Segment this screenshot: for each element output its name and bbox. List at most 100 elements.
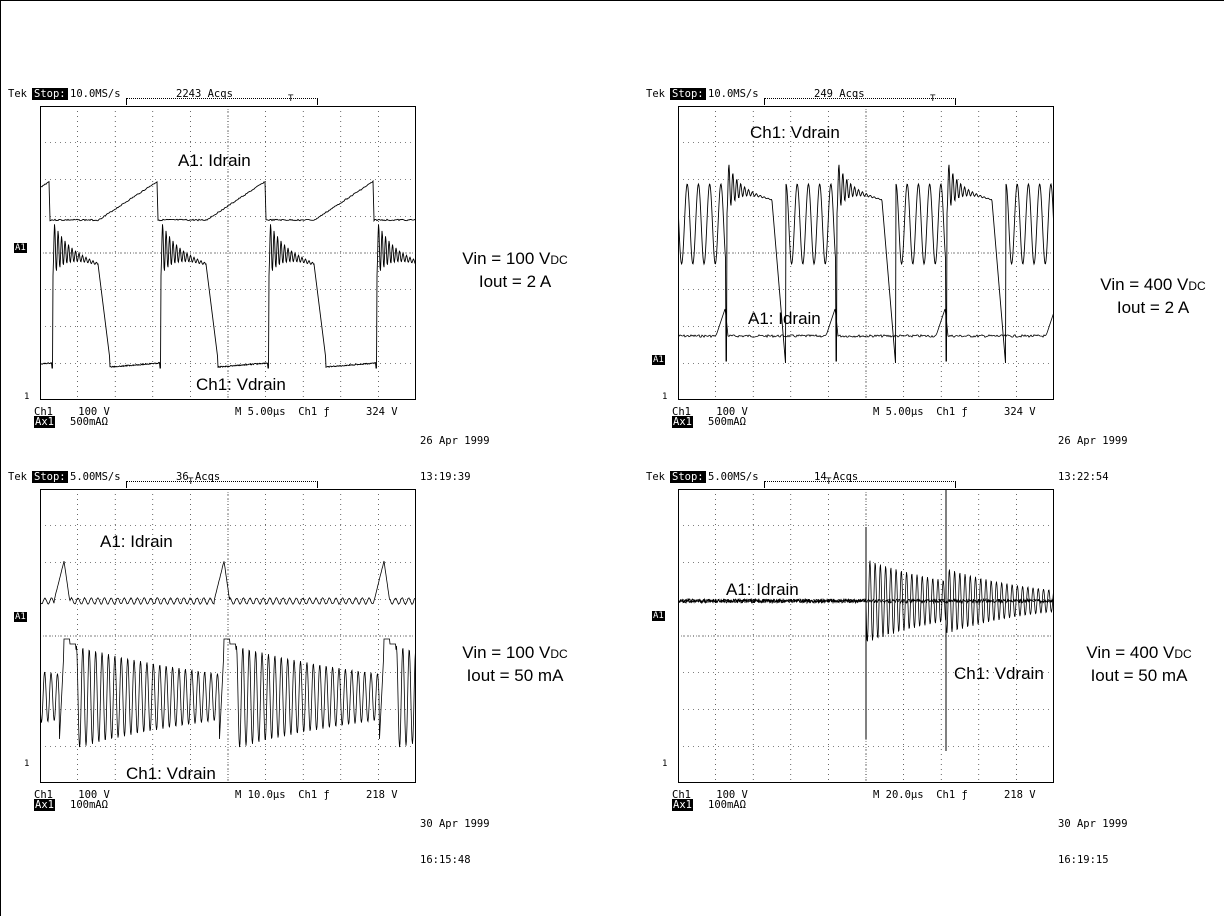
timebase: M 5.00µs Ch1 ƒ <box>873 406 968 418</box>
scope-display: A1: Idrain Ch1: Vdrain <box>678 489 1054 783</box>
trigger-position-marker: T <box>826 476 832 486</box>
timestamp: 26 Apr 1999 13:19:39 <box>420 411 490 507</box>
capture-time: 13:22:54 <box>1058 471 1109 483</box>
a1-reference-marker: A1 <box>652 355 665 365</box>
trigger-level: 218 V <box>366 789 398 801</box>
sample-rate: 10.0MS/s <box>708 88 759 100</box>
acquisition-count: 14 Acqs <box>814 471 859 483</box>
vin-unit: DC <box>550 253 568 267</box>
scope-header: Tek Stop: 10.0MS/s 249 Acqs <box>646 88 865 102</box>
ch1-trace-label: Ch1: Vdrain <box>750 123 840 142</box>
vin-unit: DC <box>550 647 568 661</box>
acquisition-count: 249 Acqs <box>814 88 865 100</box>
scope-display: Ch1: Vdrain A1: Idrain <box>678 106 1054 400</box>
brand-label: Tek <box>646 88 665 100</box>
ax1-scale: 500mAΩ <box>708 416 746 428</box>
graticule-grid <box>678 106 1054 400</box>
ax1-badge: Ax1 <box>672 799 693 811</box>
a1-reference-marker: A1 <box>14 612 27 622</box>
trigger-position-marker: T <box>188 476 194 486</box>
acquisition-count: 36 Acqs <box>176 471 221 483</box>
capture-date: 30 Apr 1999 <box>420 818 490 830</box>
scope-header: Tek Stop: 5.00MS/s 36 Acqs <box>8 471 220 485</box>
a1-trace-label: A1: Idrain <box>748 309 821 328</box>
a1-trace-label: A1: Idrain <box>178 151 251 170</box>
timestamp: 30 Apr 1999 16:19:15 <box>1058 794 1128 890</box>
a1-reference-marker: A1 <box>652 611 665 621</box>
ch1-trace-label: Ch1: Vdrain <box>196 375 286 394</box>
ch1-trace-label: Ch1: Vdrain <box>126 764 216 783</box>
brand-label: Tek <box>8 88 27 100</box>
scope-panel-2: Tek Stop: 10.0MS/s 249 Acqs T Ch1: Vdrai… <box>646 88 1128 483</box>
scope-panel-1: Tek Stop: 10.0MS/s 2243 Acqs T A1: Idrai… <box>8 88 490 483</box>
trigger-position-marker: T <box>288 93 294 103</box>
acquisition-status: Stop: <box>32 88 68 100</box>
capture-date: 30 Apr 1999 <box>1058 818 1128 830</box>
ch1-reference-marker: 1 <box>24 392 30 402</box>
vin-text: Vin = 100 V <box>462 249 551 268</box>
vin-text: Vin = 400 V <box>1086 643 1175 662</box>
timebase: M 5.00µs Ch1 ƒ <box>235 406 330 418</box>
a1-reference-marker: A1 <box>14 243 27 253</box>
a1-trace-label: A1: Idrain <box>726 580 799 599</box>
timebase: M 10.0µs Ch1 ƒ <box>235 789 330 801</box>
scope-display: A1: Idrain Ch1: Vdrain <box>40 489 416 783</box>
condition-label-1: Vin = 100 VDC Iout = 2 A <box>430 248 600 293</box>
condition-label-3: Vin = 100 VDC Iout = 50 mA <box>430 642 600 687</box>
iout-text: Iout = 2 A <box>1116 298 1190 317</box>
ax1-scale: 100mAΩ <box>708 799 746 811</box>
acquisition-count: 2243 Acqs <box>176 88 233 100</box>
scope-display: A1: Idrain Ch1: Vdrain <box>40 106 416 400</box>
capture-date: 26 Apr 1999 <box>1058 435 1128 447</box>
acquisition-status: Stop: <box>32 471 68 483</box>
scope-header: Tek Stop: 10.0MS/s 2243 Acqs <box>8 88 233 102</box>
ch1-reference-marker: 1 <box>662 759 668 769</box>
vin-unit: DC <box>1188 279 1206 293</box>
capture-time: 13:19:39 <box>420 471 471 483</box>
a1-trace-label: A1: Idrain <box>100 532 173 551</box>
sample-rate: 5.00MS/s <box>70 471 121 483</box>
condition-label-2: Vin = 400 VDC Iout = 2 A <box>1068 274 1225 319</box>
sample-rate: 10.0MS/s <box>70 88 121 100</box>
ch1-scale: Ch1 100 V <box>34 789 110 801</box>
condition-label-4: Vin = 400 VDC Iout = 50 mA <box>1054 642 1224 687</box>
timestamp: 30 Apr 1999 16:15:48 <box>420 794 490 890</box>
iout-text: Iout = 50 mA <box>466 666 564 685</box>
ax1-badge: Ax1 <box>672 416 693 428</box>
scope-panel-4: Tek Stop: 5.00MS/s 14 Acqs T A1: Idrain C… <box>646 471 1128 866</box>
ax1-badge: Ax1 <box>34 416 55 428</box>
timestamp: 26 Apr 1999 13:22:54 <box>1058 411 1128 507</box>
ch1-trace-label: Ch1: Vdrain <box>954 664 1044 683</box>
brand-label: Tek <box>646 471 665 483</box>
timebase: M 20.0µs Ch1 ƒ <box>873 789 968 801</box>
record-bracket: T <box>126 93 318 105</box>
trigger-level: 324 V <box>1004 406 1036 418</box>
iout-text: Iout = 50 mA <box>1090 666 1188 685</box>
ch1-reference-marker: 1 <box>662 392 668 402</box>
ch1-scale: Ch1 100 V <box>34 406 110 418</box>
trigger-level: 218 V <box>1004 789 1036 801</box>
ch1-vdrain-trace <box>678 164 1054 364</box>
ch1-reference-marker: 1 <box>24 759 30 769</box>
ch1-scale: Ch1 100 V <box>672 789 748 801</box>
a1-idrain-trace <box>678 308 1054 338</box>
scope-footer: Ch1 100 V Ax1 100mAΩ M 20.0µs Ch1 ƒ 218 … <box>668 789 1036 873</box>
acquisition-status: Stop: <box>670 88 706 100</box>
ch1-vdrain-trace <box>40 224 416 369</box>
scope-panel-3: Tek Stop: 5.00MS/s 36 Acqs T A1: Idrain C… <box>8 471 490 866</box>
record-bracket: T <box>764 476 956 488</box>
capture-time: 16:19:15 <box>1058 854 1109 866</box>
acquisition-status: Stop: <box>670 471 706 483</box>
vin-text: Vin = 400 V <box>1100 275 1189 294</box>
record-bracket: T <box>764 93 956 105</box>
record-bracket: T <box>126 476 318 488</box>
scope-footer: Ch1 100 V Ax1 100mAΩ M 10.0µs Ch1 ƒ 218 … <box>30 789 398 873</box>
graticule-grid <box>40 106 416 400</box>
scope-footer: Ch1 100 V Ax1 500mAΩ M 5.00µs Ch1 ƒ 324 … <box>30 406 398 490</box>
a1-idrain-trace <box>40 179 416 222</box>
a1-idrain-trace <box>40 560 416 606</box>
scope-footer: Ch1 100 V Ax1 500mAΩ M 5.00µs Ch1 ƒ 324 … <box>668 406 1036 490</box>
scope-header: Tek Stop: 5.00MS/s 14 Acqs <box>646 471 858 485</box>
vin-text: Vin = 100 V <box>462 643 551 662</box>
